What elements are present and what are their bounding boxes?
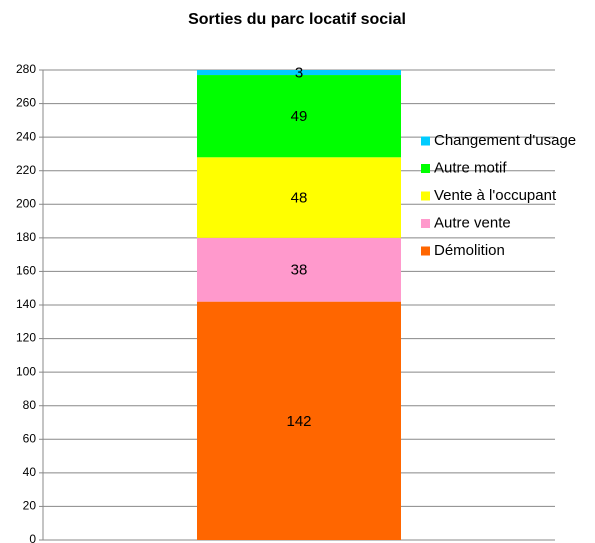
y-tick-label: 260 <box>16 96 36 110</box>
legend-label: Vente à l'occupant <box>434 187 557 204</box>
bar-segment <box>197 237 401 302</box>
data-label: 38 <box>291 262 308 279</box>
data-label: 48 <box>291 190 308 207</box>
y-tick-label: 180 <box>16 230 36 244</box>
y-tick-label: 160 <box>16 264 36 278</box>
y-tick-label: 0 <box>29 532 36 543</box>
legend-swatch <box>421 164 430 173</box>
y-tick-label: 20 <box>23 499 37 513</box>
bar-segment <box>197 75 401 158</box>
legend-swatch <box>421 136 430 146</box>
legend-label: Changement d'usage <box>434 132 576 149</box>
legend-label: Démolition <box>434 242 505 259</box>
legend-swatch <box>421 191 430 201</box>
data-label: 3 <box>295 64 303 81</box>
bar-segment <box>197 70 401 76</box>
chart-title: Sorties du parc locatif social <box>188 11 406 28</box>
legend-label: Autre vente <box>434 214 511 231</box>
y-tick-label: 120 <box>16 331 36 345</box>
legend-swatch <box>421 219 430 228</box>
y-tick-label: 40 <box>23 465 37 479</box>
y-tick-label: 80 <box>23 398 37 412</box>
bar-segment <box>197 301 401 540</box>
legend-label: Autre motif <box>434 159 507 176</box>
y-tick-label: 60 <box>23 431 37 445</box>
y-tick-label: 100 <box>16 364 36 378</box>
data-label: 49 <box>291 108 308 125</box>
y-tick-label: 240 <box>16 129 36 143</box>
y-tick-label: 280 <box>16 62 36 76</box>
legend-swatch <box>421 246 430 256</box>
y-tick-label: 140 <box>16 297 36 311</box>
y-tick-label: 200 <box>16 196 36 210</box>
bar-segment <box>197 157 401 238</box>
y-tick-label: 220 <box>16 163 36 177</box>
data-label: 142 <box>286 413 311 430</box>
